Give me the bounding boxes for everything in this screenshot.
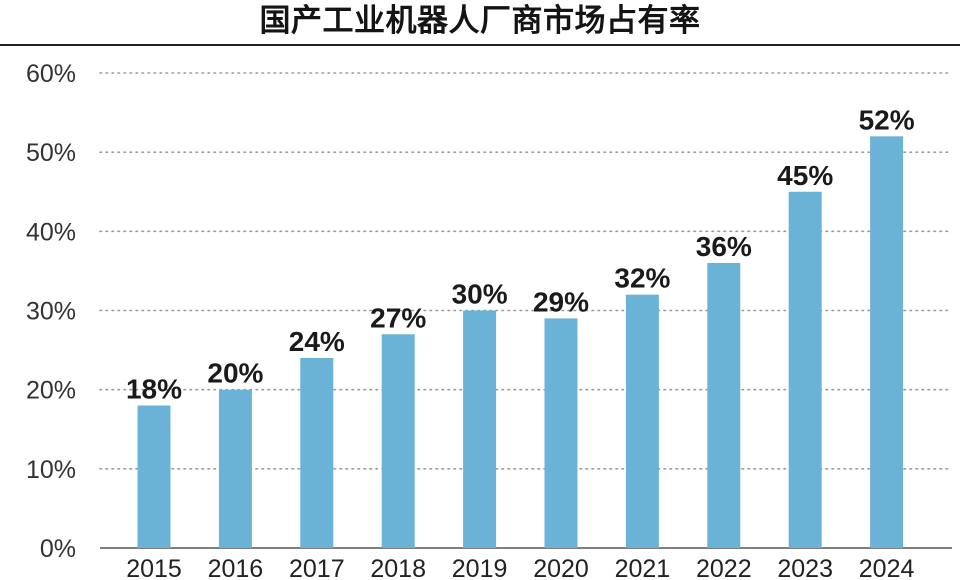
bar <box>463 310 497 548</box>
bar <box>218 389 252 548</box>
x-tick-label: 2019 <box>452 555 508 580</box>
y-tick-label: 30% <box>26 298 76 326</box>
data-label: 45% <box>777 160 833 191</box>
data-label: 32% <box>614 263 670 294</box>
bar <box>707 263 741 548</box>
y-tick-label: 50% <box>26 139 76 167</box>
data-label: 52% <box>859 104 915 135</box>
x-tick-label: 2024 <box>859 555 915 580</box>
data-label: 18% <box>126 374 182 405</box>
data-labels: 18% 20% 24% 27% 30% 29% 32% 36% 45% 52% <box>126 104 915 404</box>
y-tick-label: 40% <box>26 218 76 246</box>
data-label: 24% <box>289 326 345 357</box>
y-tick-label: 0% <box>40 535 76 563</box>
bar <box>788 191 822 548</box>
x-tick-label: 2015 <box>126 555 182 580</box>
bar <box>870 136 904 549</box>
y-tick-label: 10% <box>26 456 76 484</box>
data-label: 27% <box>370 302 426 333</box>
x-tick-label: 2022 <box>696 555 752 580</box>
bar <box>625 294 659 548</box>
x-axis-ticks: 2015 2016 2017 2018 2019 2020 2021 2022 2023 2024 <box>126 555 914 580</box>
bar <box>300 358 334 548</box>
chart-title: 国产工业机器人厂商市场占有率 <box>259 3 701 39</box>
data-label: 20% <box>207 358 263 389</box>
y-tick-label: 20% <box>26 377 76 405</box>
x-tick-label: 2023 <box>777 555 833 580</box>
title-divider <box>0 44 960 46</box>
bar <box>544 318 578 548</box>
x-tick-label: 2016 <box>208 555 264 580</box>
y-tick-label: 60% <box>26 60 76 88</box>
bar <box>137 405 171 548</box>
x-tick-label: 2018 <box>370 555 426 580</box>
bars <box>137 136 904 549</box>
data-label: 36% <box>696 231 752 262</box>
x-tick-label: 2017 <box>289 555 345 580</box>
data-label: 30% <box>452 279 508 310</box>
x-tick-label: 2021 <box>615 555 671 580</box>
y-axis-ticks: 0% 10% 20% 30% 40% 50% 60% <box>26 60 76 563</box>
x-tick-label: 2020 <box>533 555 589 580</box>
data-label: 29% <box>533 286 589 317</box>
bar <box>381 334 415 548</box>
